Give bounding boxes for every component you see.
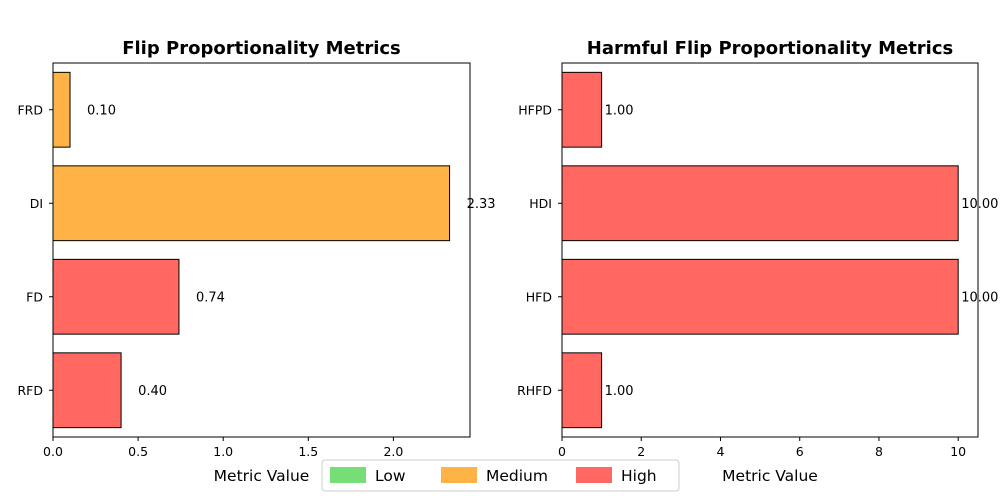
data-label-di: 2.33 (467, 197, 496, 212)
x-tick-label: 8 (875, 444, 883, 459)
legend-label-medium: Medium (486, 467, 548, 485)
chart-panel-2: Harmful Flip Proportionality Metrics HFPD… (517, 38, 998, 485)
bar-frd (52, 71, 71, 148)
chart-title: Flip Proportionality Metrics (122, 38, 401, 59)
legend-swatch-medium (441, 467, 477, 483)
y-tick-label-di: DI (30, 196, 43, 211)
data-label-hfd: 10.00 (961, 290, 998, 305)
x-tick-label: 0.0 (43, 444, 63, 459)
data-label-frd: 0.10 (87, 103, 116, 118)
x-tick-label: 1.0 (213, 444, 233, 459)
y-tick-label-hdi: HDI (529, 196, 552, 211)
x-tick-label: 2.0 (383, 444, 403, 459)
x-axis-label: Metric Value (722, 467, 818, 485)
data-label-rhfd: 1.00 (605, 384, 634, 399)
bar-rfd (52, 352, 122, 429)
bar-hfpd (561, 71, 603, 148)
bar-hfd (561, 258, 959, 335)
y-tick-label-hfd: HFD (526, 289, 552, 304)
y-tick-label-fd: FD (26, 289, 43, 304)
y-tick-label-hfpd: HFPD (518, 102, 552, 117)
x-tick-label: 2 (637, 444, 645, 459)
legend: Low Medium High (321, 459, 680, 492)
bar-hdi (561, 165, 959, 242)
x-axis-label: Metric Value (214, 467, 310, 485)
x-tick-label: 0 (558, 444, 566, 459)
plot-frame (561, 62, 979, 438)
data-label-hdi: 10.00 (961, 197, 998, 212)
bar-fd (52, 258, 180, 335)
data-label-rfd: 0.40 (138, 384, 167, 399)
legend-label-high: High (621, 467, 657, 485)
x-tick-label: 6 (796, 444, 804, 459)
y-tick-label-rfd: RFD (17, 383, 43, 398)
data-label-hfpd: 1.00 (605, 103, 634, 118)
legend-swatch-low (330, 467, 366, 483)
bar-rhfd (561, 352, 603, 429)
legend-swatch-high (576, 467, 612, 483)
data-label-fd: 0.74 (196, 290, 225, 305)
y-tick-label-rhfd: RHFD (517, 383, 552, 398)
x-tick-label: 10 (950, 444, 966, 459)
bar-di (52, 165, 451, 242)
legend-label-low: Low (375, 467, 406, 485)
x-tick-label: 4 (716, 444, 724, 459)
plot-frame (52, 62, 471, 438)
x-tick-label: 0.5 (128, 444, 148, 459)
x-tick-label: 1.5 (298, 444, 318, 459)
chart-panel-1: Flip Proportionality Metrics FRD 0.10 DI 2.3… (17, 38, 495, 485)
y-tick-label-frd: FRD (17, 102, 43, 117)
chart-title: Harmful Flip Proportionality Metrics (587, 38, 953, 59)
